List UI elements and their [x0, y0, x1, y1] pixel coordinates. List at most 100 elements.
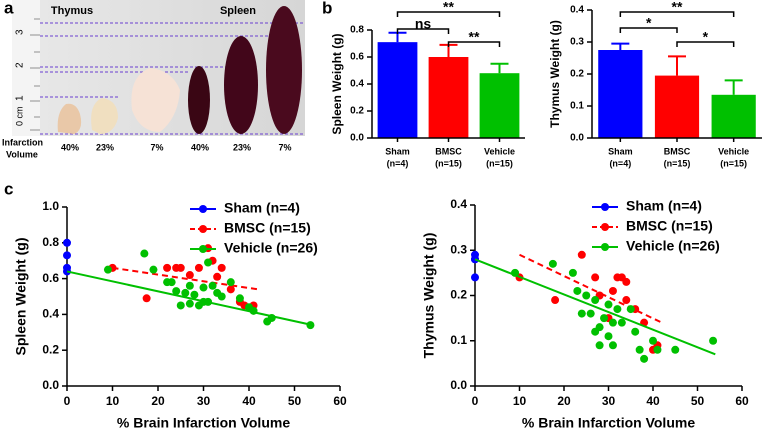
y-tick-label: 0.4 — [570, 5, 584, 16]
y-tick-label: 0.0 — [450, 378, 467, 392]
x-tick-label: 50 — [691, 394, 705, 408]
data-point — [213, 272, 222, 281]
panel-label: b — [322, 0, 332, 17]
data-point — [235, 294, 244, 303]
y-tick-label: 1.0 — [42, 199, 59, 213]
x-tick-label: 60 — [333, 394, 347, 408]
legend-label: Vehicle (n=26) — [626, 238, 720, 254]
x-tick-label: 50 — [288, 394, 302, 408]
panel-label: a — [4, 0, 14, 17]
data-point — [626, 305, 635, 314]
x-tick-label: 20 — [557, 394, 571, 408]
ruler-label: 1 — [15, 95, 26, 101]
thymus-organ — [131, 68, 180, 132]
data-point — [471, 273, 479, 282]
volume-label: 23% — [233, 142, 251, 152]
data-point — [226, 278, 235, 287]
data-point — [63, 238, 71, 247]
data-point — [640, 354, 649, 363]
ruler-label: 2 — [15, 62, 26, 68]
data-point — [199, 283, 208, 292]
volume-label: 23% — [96, 142, 114, 152]
y-tick-label: 0.0 — [350, 133, 364, 144]
data-point — [181, 288, 190, 297]
y-tick-label: 0.4 — [350, 79, 364, 90]
x-tick-label: 0 — [472, 394, 479, 408]
x-tick-label: 10 — [106, 394, 120, 408]
data-point — [226, 285, 235, 294]
x-tick-label: 30 — [197, 394, 211, 408]
volume-label: 40% — [191, 142, 209, 152]
x-tick-note: (n=15) — [435, 158, 462, 168]
x-tick-note: (n=4) — [609, 158, 631, 168]
panel-label: c — [4, 179, 13, 198]
x-tick-label: 0 — [64, 394, 71, 408]
legend-label: Sham (n=4) — [224, 200, 300, 216]
volume-label: 7% — [278, 142, 291, 152]
row-label: Infarction — [2, 137, 43, 147]
legend-marker — [199, 205, 207, 213]
y-axis-label: Spleen Weight (g) — [13, 238, 29, 356]
legend-label: Vehicle (n=26) — [224, 240, 318, 256]
y-tick-label: 0.6 — [350, 52, 364, 63]
data-point — [631, 327, 640, 336]
data-point — [608, 286, 617, 295]
x-tick-label: Vehicle — [718, 146, 749, 156]
data-point — [622, 277, 631, 286]
bar — [711, 94, 756, 138]
data-point — [217, 292, 226, 301]
data-point — [176, 301, 185, 310]
y-tick-label: 0.2 — [570, 69, 584, 80]
ruler-ticks — [30, 18, 40, 131]
y-axis-label: Thymus Weight (g) — [548, 20, 562, 128]
spleen-organ — [224, 36, 258, 134]
y-tick-label: 0.4 — [42, 307, 59, 321]
x-tick-note: (n=4) — [387, 158, 409, 168]
data-point — [176, 263, 185, 272]
x-tick-label: 40 — [242, 394, 256, 408]
data-point — [190, 290, 199, 299]
data-point — [582, 291, 591, 300]
y-tick-label: 0.3 — [570, 37, 584, 48]
legend-marker — [601, 203, 609, 211]
data-point — [613, 305, 622, 314]
data-point — [167, 278, 176, 287]
data-point — [63, 251, 71, 260]
data-point — [586, 309, 595, 318]
thymus-organ — [91, 98, 118, 134]
y-axis-label: Spleen Weight (g) — [330, 33, 344, 134]
bar — [377, 42, 418, 138]
data-point — [671, 345, 680, 354]
data-point — [577, 309, 586, 318]
photo-label: Spleen — [220, 5, 256, 17]
data-point — [217, 263, 226, 272]
y-axis-label: Thymus Weight (g) — [421, 233, 437, 359]
significance-bracket — [447, 41, 501, 47]
significance-bracket — [619, 27, 678, 33]
significance-label: ** — [469, 29, 480, 45]
significance-label: ns — [415, 16, 432, 32]
data-point — [208, 281, 217, 290]
guide-lines — [40, 22, 305, 135]
data-point — [573, 286, 582, 295]
data-point — [267, 313, 276, 322]
x-tick-label: Vehicle — [484, 146, 515, 156]
data-point — [103, 265, 112, 274]
x-tick-label: 30 — [602, 394, 616, 408]
data-point — [185, 281, 194, 290]
data-point — [142, 294, 151, 303]
y-tick-label: 0.8 — [42, 235, 59, 249]
data-point — [617, 318, 626, 327]
data-point — [604, 332, 613, 341]
legend-marker — [199, 245, 207, 253]
y-tick-label: 0.1 — [570, 101, 584, 112]
data-point — [140, 249, 149, 258]
legend-label: BMSC (n=15) — [224, 220, 311, 236]
data-point — [600, 314, 609, 323]
legend-label: BMSC (n=15) — [626, 218, 713, 234]
data-point — [635, 345, 644, 354]
x-tick-note: (n=15) — [720, 158, 747, 168]
data-point — [595, 341, 604, 350]
spleen-organ — [188, 66, 210, 134]
